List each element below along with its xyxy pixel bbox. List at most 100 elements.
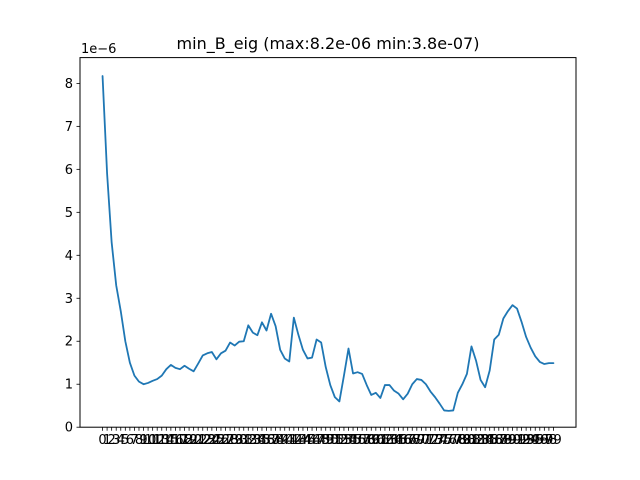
x-tick-label: 16 xyxy=(167,433,184,448)
x-tick-label: 73 xyxy=(427,433,444,448)
y-tick-label: 2 xyxy=(65,335,73,350)
x-tick-label: 80 xyxy=(459,433,476,448)
x-tick-label: 57 xyxy=(354,433,371,448)
x-tick-label: 5 xyxy=(121,433,129,448)
x-tick-label: 30 xyxy=(231,433,248,448)
x-tick-label: 34 xyxy=(249,433,266,448)
x-tick-label: 20 xyxy=(185,433,202,448)
x-tick-label: 17 xyxy=(172,433,189,448)
y-tick-label: 5 xyxy=(65,206,73,221)
x-tick-label: 65 xyxy=(390,433,407,448)
x-tick-label: 56 xyxy=(349,433,366,448)
x-tick-label: 74 xyxy=(431,433,448,448)
x-axis: 0123456789101112131415161718192021222324… xyxy=(98,427,562,448)
y-tick-label: 8 xyxy=(65,77,73,92)
x-tick-label: 58 xyxy=(358,433,375,448)
x-tick-label: 29 xyxy=(226,433,243,448)
x-tick-label: 87 xyxy=(491,433,508,448)
y-tick-label: 1 xyxy=(65,378,73,393)
x-tick-label: 70 xyxy=(413,433,430,448)
x-tick-label: 6 xyxy=(126,433,134,448)
y-tick-label: 7 xyxy=(65,120,73,135)
x-tick-label: 40 xyxy=(276,433,293,448)
x-tick-label: 99 xyxy=(545,433,562,448)
x-tick-label: 72 xyxy=(422,433,439,448)
x-tick-label: 77 xyxy=(445,433,462,448)
x-tick-label: 32 xyxy=(240,433,257,448)
x-tick-label: 10 xyxy=(140,433,157,448)
x-tick-label: 96 xyxy=(532,433,549,448)
x-tick-label: 21 xyxy=(190,433,207,448)
x-tick-label: 26 xyxy=(213,433,230,448)
x-tick-label: 27 xyxy=(217,433,234,448)
x-tick-label: 41 xyxy=(281,433,298,448)
x-tick-label: 45 xyxy=(299,433,316,448)
x-tick-label: 38 xyxy=(267,433,284,448)
x-tick-label: 53 xyxy=(336,433,353,448)
x-tick-label: 68 xyxy=(404,433,421,448)
y-offset-label: 1e−6 xyxy=(81,42,116,57)
x-tick-label: 39 xyxy=(272,433,289,448)
x-tick-label: 49 xyxy=(317,433,334,448)
x-tick-label: 44 xyxy=(295,433,312,448)
x-tick-label: 46 xyxy=(304,433,321,448)
x-tick-label: 28 xyxy=(222,433,239,448)
x-tick-label: 35 xyxy=(254,433,271,448)
y-tick-label: 4 xyxy=(65,249,73,264)
y-tick-label: 0 xyxy=(65,421,73,436)
x-tick-label: 78 xyxy=(450,433,467,448)
x-tick-label: 93 xyxy=(518,433,535,448)
x-tick-label: 51 xyxy=(327,433,344,448)
x-tick-label: 79 xyxy=(454,433,471,448)
x-tick-label: 13 xyxy=(153,433,170,448)
x-tick-label: 8 xyxy=(135,433,143,448)
x-tick-label: 3 xyxy=(112,433,120,448)
x-tick-label: 63 xyxy=(381,433,398,448)
x-tick-label: 60 xyxy=(368,433,385,448)
x-tick-label: 36 xyxy=(258,433,275,448)
x-tick-label: 84 xyxy=(477,433,494,448)
x-tick-label: 83 xyxy=(472,433,489,448)
x-tick-label: 12 xyxy=(149,433,166,448)
x-tick-label: 23 xyxy=(199,433,216,448)
x-tick-label: 66 xyxy=(395,433,412,448)
chart-title: min_B_eig (max:8.2e-06 min:3.8e-07) xyxy=(177,34,480,54)
x-tick-label: 59 xyxy=(363,433,380,448)
x-tick-label: 52 xyxy=(331,433,348,448)
x-tick-label: 98 xyxy=(541,433,558,448)
x-tick-label: 2 xyxy=(108,433,116,448)
x-tick-label: 55 xyxy=(345,433,362,448)
x-tick-label: 11 xyxy=(144,433,161,448)
x-tick-label: 43 xyxy=(290,433,307,448)
x-tick-label: 82 xyxy=(468,433,485,448)
x-tick-label: 62 xyxy=(377,433,394,448)
y-tick-label: 6 xyxy=(65,163,73,178)
y-tick-label: 3 xyxy=(65,292,73,307)
x-tick-label: 15 xyxy=(163,433,180,448)
x-tick-label: 88 xyxy=(495,433,512,448)
x-tick-label: 33 xyxy=(245,433,262,448)
series-line xyxy=(101,75,555,412)
x-tick-label: 97 xyxy=(536,433,553,448)
x-tick-label: 94 xyxy=(522,433,539,448)
x-tick-label: 9 xyxy=(139,433,147,448)
x-tick-label: 85 xyxy=(481,433,498,448)
x-tick-label: 25 xyxy=(208,433,225,448)
x-tick-label: 76 xyxy=(440,433,457,448)
x-tick-label: 91 xyxy=(509,433,526,448)
x-tick-label: 0 xyxy=(98,433,106,448)
x-tick-label: 1 xyxy=(103,433,111,448)
x-tick-label: 4 xyxy=(117,433,125,448)
x-tick-label: 48 xyxy=(313,433,330,448)
x-tick-label: 95 xyxy=(527,433,544,448)
x-tick-label: 92 xyxy=(513,433,530,448)
x-tick-label: 31 xyxy=(235,433,252,448)
x-tick-label: 7 xyxy=(130,433,138,448)
x-tick-label: 14 xyxy=(158,433,175,448)
x-tick-label: 54 xyxy=(340,433,357,448)
x-tick-label: 24 xyxy=(204,433,221,448)
x-tick-label: 81 xyxy=(463,433,480,448)
x-tick-label: 90 xyxy=(504,433,521,448)
